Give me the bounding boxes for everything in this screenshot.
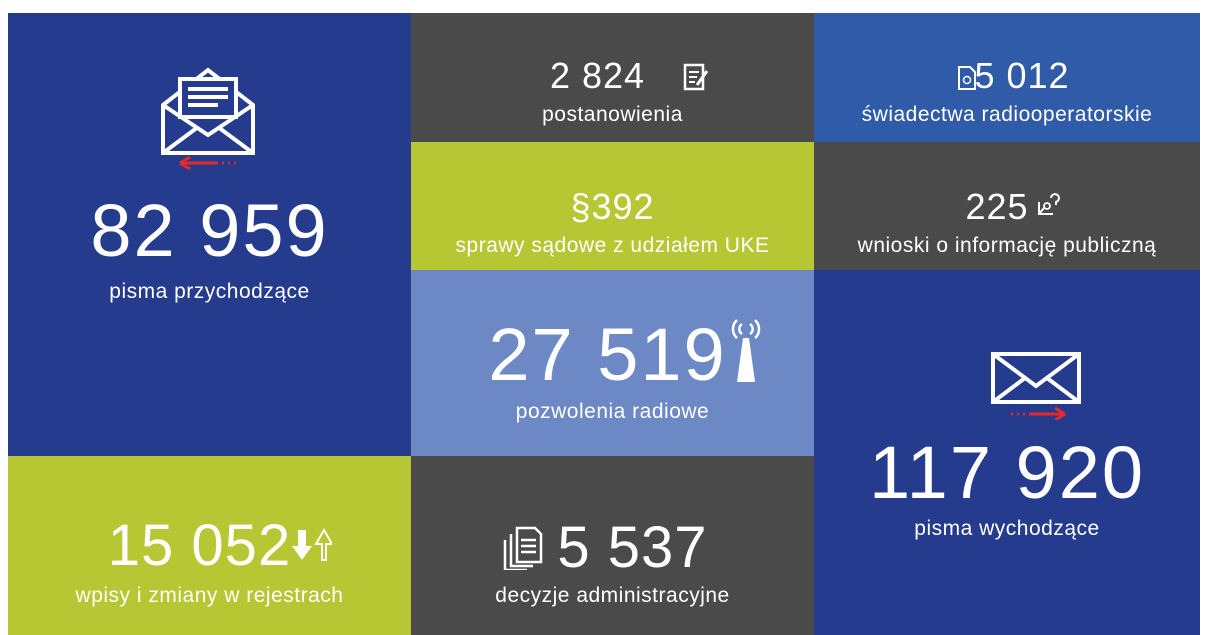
label: pisma wychodzące <box>914 517 1100 540</box>
tile-decisions: 5 537 decyzje administracyjne <box>411 456 814 635</box>
tile-incoming: 82 959 pisma przychodzące <box>8 13 411 456</box>
info-request-icon <box>1038 193 1060 215</box>
tile-outgoing: 117 920 pisma wychodzące <box>814 270 1200 635</box>
label: świadectwa radiooperatorskie <box>861 103 1153 126</box>
arrows-icon <box>292 528 332 561</box>
value: 225 <box>965 186 1029 227</box>
documents-icon <box>503 526 543 570</box>
value: 5 012 <box>974 55 1070 96</box>
tile-resolutions: 2 824 postanowienia <box>411 13 814 142</box>
value: §392 <box>570 186 655 227</box>
envelope-open-icon <box>161 67 255 170</box>
tile-court: §392 sprawy sądowe z udziałem UKE <box>411 142 814 270</box>
label: sprawy sądowe z udziałem UKE <box>455 234 770 257</box>
label: postanowienia <box>542 103 683 126</box>
tile-registers: 15 052 wpisy i zmiany w rejestrach <box>8 456 411 635</box>
label: wpisy i zmiany w rejestrach <box>75 584 344 607</box>
label: wnioski o informację publiczną <box>857 234 1157 257</box>
value: 117 920 <box>869 431 1145 514</box>
certificate-icon <box>958 66 976 90</box>
value: 2 824 <box>549 55 646 96</box>
tile-public-info: 225 wnioski o informację publiczną <box>814 142 1200 270</box>
label: decyzje administracyjne <box>495 584 730 607</box>
antenna-icon <box>731 319 761 382</box>
document-icon <box>683 63 709 91</box>
value: 82 959 <box>90 189 329 272</box>
value: 27 519 <box>488 313 727 396</box>
value: 15 052 <box>107 513 292 578</box>
label: pisma przychodzące <box>109 280 310 303</box>
envelope-icon <box>991 352 1081 420</box>
label: pozwolenia radiowe <box>515 400 710 423</box>
value: 5 537 <box>557 515 708 580</box>
tile-certificates: 5 012 świadectwa radiooperatorskie <box>814 13 1200 142</box>
tile-radio-permits: 27 519 pozwolenia radiowe <box>411 270 814 456</box>
